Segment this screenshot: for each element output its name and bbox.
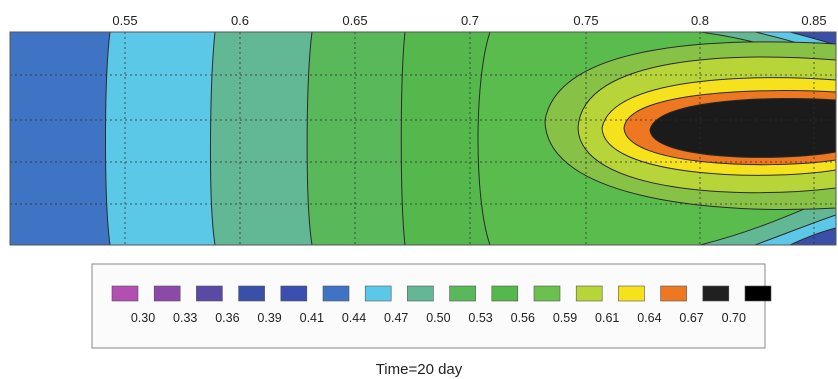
- legend-swatch: [575, 285, 603, 302]
- legend-swatch: [238, 285, 265, 302]
- legend-label: 0.70: [722, 311, 746, 325]
- legend-swatch: [449, 285, 476, 302]
- x-tick-label: 0.55: [112, 13, 137, 28]
- legend-label: 0.47: [384, 311, 408, 325]
- legend-swatch: [618, 285, 645, 302]
- legend-swatch: [111, 285, 139, 302]
- legend-label: 0.50: [426, 311, 450, 325]
- contour-0.70: [649, 98, 836, 158]
- grid: [10, 32, 836, 245]
- contour-plot: [10, 32, 836, 245]
- legend-swatch: [491, 285, 519, 302]
- legend-swatch: [744, 285, 772, 302]
- legend-label: 0.67: [679, 311, 703, 325]
- legend-label: 0.56: [511, 311, 535, 325]
- legend-label: 0.41: [300, 311, 324, 325]
- legend-label: 0.33: [173, 311, 197, 325]
- x-tick-label: 0.75: [573, 13, 598, 28]
- legend-swatches: [111, 285, 772, 302]
- legend-swatch: [280, 285, 308, 302]
- legend-swatch: [660, 285, 687, 302]
- legend-labels: 0.30 0.33 0.36 0.39 0.41 0.44 0.47 0.50 0.53 0.56…: [131, 311, 746, 325]
- legend-label: 0.44: [342, 311, 366, 325]
- chart-caption: Time=20 day: [376, 361, 463, 378]
- x-tick-label: 0.7: [461, 13, 479, 28]
- legend-label: 0.53: [468, 311, 492, 325]
- legend-frame: [91, 263, 766, 349]
- legend-swatch: [533, 285, 561, 302]
- legend-swatch: [702, 285, 730, 302]
- x-tick-label: 0.6: [231, 13, 249, 28]
- legend-label: 0.39: [257, 311, 281, 325]
- x-tick-label: 0.65: [342, 13, 367, 28]
- plot-frame: [9, 31, 837, 246]
- legend-swatch: [407, 285, 434, 302]
- x-tick-label: 0.85: [801, 13, 826, 28]
- legend-label: 0.36: [215, 311, 239, 325]
- legend-label: 0.59: [553, 311, 577, 325]
- legend-label: 0.64: [637, 311, 661, 325]
- legend-swatch: [322, 285, 350, 302]
- legend-label: 0.61: [595, 311, 619, 325]
- x-axis-ticks: 0.55 0.6 0.65 0.7 0.75 0.8 0.85: [112, 13, 826, 28]
- legend-swatch: [364, 285, 392, 302]
- colorbar-legend: 0.30 0.33 0.36 0.39 0.41 0.44 0.47 0.50 0.53 0.56…: [91, 263, 772, 349]
- legend-label: 0.30: [131, 311, 155, 325]
- legend-swatch: [196, 285, 223, 302]
- x-tick-label: 0.8: [691, 13, 709, 28]
- legend-swatch: [153, 285, 181, 302]
